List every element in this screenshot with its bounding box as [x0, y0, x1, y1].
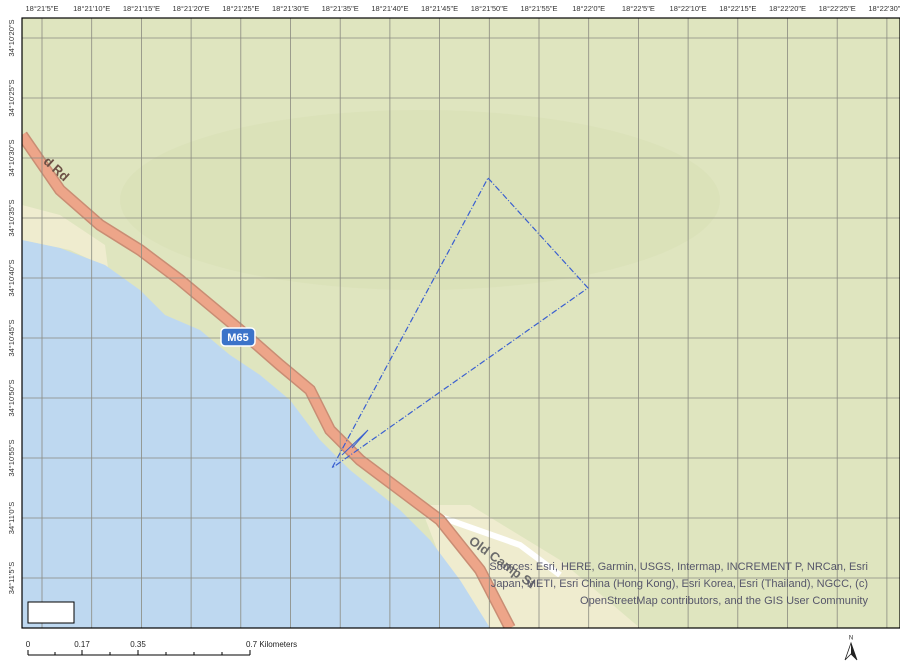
longitude-label: 18°22'15"E	[719, 4, 756, 13]
scale-label: 0	[26, 640, 31, 649]
water	[22, 240, 490, 628]
latitude-label: 34°10'20"S	[7, 19, 16, 56]
graticule-labels: 18°21'5"E 18°21'10"E 18°21'15"E 18°21'20"E 1…	[7, 4, 900, 594]
longitude-label: 18°21'35"E	[322, 4, 359, 13]
latitude-label: 34°10'30"S	[7, 139, 16, 176]
scale-bar	[27, 650, 251, 656]
latitude-label: 34°10'40"S	[7, 259, 16, 296]
longitude-label: 18°22'20"E	[769, 4, 806, 13]
road	[22, 132, 514, 628]
longitude-label: 18°22'30"E	[868, 4, 900, 13]
latitude-label: 34°10'50"S	[7, 379, 16, 416]
longitude-label: 18°21'50"E	[471, 4, 508, 13]
north-arrow-fill	[851, 643, 857, 660]
attribution: Japan, METI, Esri China (Hong Kong), Esr…	[491, 578, 868, 590]
scale-label: 0.7 Kilometers	[246, 640, 297, 649]
latitude-label: 34°11'5"S	[7, 562, 16, 594]
latitude-label: 34°11'0"S	[7, 502, 16, 534]
longitude-label: 18°21'55"E	[520, 4, 557, 13]
longitude-label: 18°21'20"E	[173, 4, 210, 13]
attribution: OpenStreetMap contributors, and the GIS …	[580, 595, 868, 607]
longitude-label: 18°21'10"E	[73, 4, 110, 13]
marker	[341, 429, 369, 456]
graticule	[22, 18, 900, 628]
latitude-label: 34°10'35"S	[7, 199, 16, 236]
latitude-label: 34°10'25"S	[7, 79, 16, 116]
minor-road	[434, 512, 562, 578]
scale-label: 0.35	[130, 640, 146, 649]
beach	[420, 505, 640, 628]
longitude-label: 18°21'40"E	[371, 4, 408, 13]
longitude-label: 18°21'5"E	[26, 4, 59, 13]
route-label: M65	[227, 332, 248, 344]
map-frame	[21, 17, 900, 629]
latitude-label: 34°10'55"S	[7, 439, 16, 476]
longitude-label: 18°22'10"E	[670, 4, 707, 13]
longitude-label: 18°21'25"E	[222, 4, 259, 13]
route-shield	[220, 327, 256, 347]
longitude-label: 18°22'0"E	[572, 4, 605, 13]
basemap: d Rd M65 Old Camp St Sources: Esri, HERE…	[22, 18, 900, 628]
longitude-label: 18°21'30"E	[272, 4, 309, 13]
attribution: Sources: Esri, HERE, Garmin, USGS, Inter…	[489, 561, 868, 573]
north-label: N	[849, 636, 853, 642]
latitude-label: 34°10'45"S	[7, 319, 16, 356]
survey-triangle	[331, 176, 589, 469]
longitude-label: 18°21'45"E	[421, 4, 458, 13]
longitude-label: 18°22'5"E	[622, 4, 655, 13]
terrain-shade	[120, 110, 720, 290]
longitude-label: 18°22'25"E	[819, 4, 856, 13]
overview-box	[27, 601, 75, 624]
longitude-label: 18°21'15"E	[123, 4, 160, 13]
scale-label: 0.17	[74, 640, 90, 649]
beach	[22, 205, 108, 268]
